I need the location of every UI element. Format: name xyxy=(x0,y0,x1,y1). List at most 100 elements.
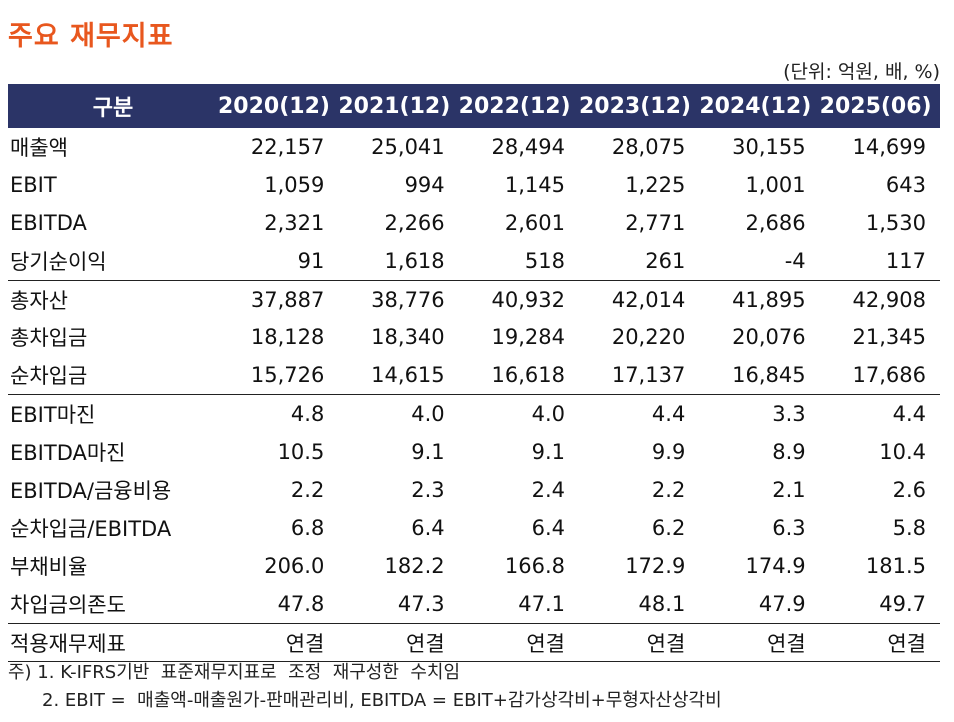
row-label: 차입금의존도 xyxy=(8,584,218,624)
table-cell: 16,845 xyxy=(699,356,820,396)
table-cell: 2,266 xyxy=(384,210,445,235)
table-cell: 174.9 xyxy=(745,553,806,578)
table-cell: -4 xyxy=(699,241,820,281)
header-year: 2023(12) xyxy=(578,84,700,128)
table-cell: 2.1 xyxy=(772,477,806,502)
table-row: EBITDA 2,321 2,266 2,601 2,771 2,686 1,530 xyxy=(8,204,940,242)
table-row: 매출액 22,157 25,041 28,494 28,075 30,155 14,699 xyxy=(8,128,940,166)
table-cell: 18,128 xyxy=(250,325,325,350)
row-label: 부채비율 xyxy=(10,554,88,579)
table-cell: 2.6 xyxy=(892,477,926,502)
header-category: 구분 xyxy=(8,84,218,128)
table-cell: 47.8 xyxy=(218,584,339,624)
table-cell: 15,726 xyxy=(218,356,339,396)
header-year: 2024(12) xyxy=(699,84,820,128)
table-cell: 2.2 xyxy=(290,477,325,502)
table-cell: 643 xyxy=(885,172,926,197)
table-cell: 1,145 xyxy=(504,172,565,197)
table-row: 순차입금 15,726 14,615 16,618 17,137 16,845 17,686 xyxy=(8,356,940,396)
table-row: EBIT 1,059 994 1,145 1,225 1,001 643 xyxy=(8,166,940,204)
row-label: 매출액 xyxy=(10,135,68,160)
table-row: EBITDA마진 10.5 9.1 9.1 9.9 8.9 10.4 xyxy=(8,433,940,471)
table-cell: 20,076 xyxy=(732,325,806,350)
table-cell: 2.4 xyxy=(531,477,565,502)
table-row: 차입금의존도 47.8 47.3 47.1 48.1 47.9 49.7 xyxy=(8,584,940,624)
table-cell: 1,001 xyxy=(745,172,806,197)
page-title: 주요 재무지표 xyxy=(8,21,174,52)
row-label: EBIT마진 xyxy=(10,403,96,428)
table-cell: 6.3 xyxy=(772,515,806,540)
table-cell: 994 xyxy=(404,172,445,197)
table-cell: 14,699 xyxy=(852,134,926,159)
table-cell: 28,075 xyxy=(611,134,686,159)
table-cell: 3.3 xyxy=(772,402,806,427)
row-label: EBITDA마진 xyxy=(10,441,126,466)
row-label: 총자산 xyxy=(10,288,68,313)
row-label: 적용재무제표 xyxy=(8,623,218,663)
table-cell: 10.4 xyxy=(879,440,926,465)
table-cell: 연결 xyxy=(819,623,940,663)
table-cell: 37,887 xyxy=(250,287,325,312)
table-cell: 91 xyxy=(218,241,339,281)
header-year: 2021(12) xyxy=(338,84,459,128)
table-cell: 9.9 xyxy=(651,440,686,465)
row-label: EBITDA xyxy=(10,210,87,235)
table-cell: 1,225 xyxy=(625,172,686,197)
table-cell: 1,530 xyxy=(865,210,926,235)
table-cell: 4.0 xyxy=(531,402,565,427)
table-cell: 4.0 xyxy=(411,402,445,427)
footnotes: 주) 1. K-IFRS기반 표준재무지표로 조정 재구성한 수치임 2. EB… xyxy=(8,659,722,715)
table-cell: 2,321 xyxy=(264,210,325,235)
footnote-2: 2. EBIT = 매출액-매출원가-판매관리비, EBITDA = EBIT+… xyxy=(42,690,722,711)
table-cell: 16,618 xyxy=(458,356,579,396)
table-cell: 518 xyxy=(458,241,579,281)
table-cell: 2,686 xyxy=(745,210,806,235)
table-cell: 5.8 xyxy=(892,515,926,540)
table-cell: 연결 xyxy=(578,623,700,663)
table-cell: 25,041 xyxy=(371,134,445,159)
table-cell: 181.5 xyxy=(865,553,926,578)
row-label: EBIT xyxy=(10,172,57,197)
table-cell: 19,284 xyxy=(491,325,565,350)
table-row: EBITDA/금융비용 2.2 2.3 2.4 2.2 2.1 2.6 xyxy=(8,471,940,509)
table-row: 순차입금/EBITDA 6.8 6.4 6.4 6.2 6.3 5.8 xyxy=(8,509,940,547)
table-cell: 2,771 xyxy=(625,210,686,235)
table-cell: 9.1 xyxy=(531,440,565,465)
table-cell: 38,776 xyxy=(371,287,445,312)
table-cell: 6.4 xyxy=(531,515,565,540)
table-header-row: 구분 2020(12) 2021(12) 2022(12) 2023(12) 2… xyxy=(8,84,940,128)
table-cell: 42,014 xyxy=(611,287,686,312)
unit-label: (단위: 억원, 배, %) xyxy=(783,61,940,83)
table-cell: 18,340 xyxy=(371,325,445,350)
table-cell: 10.5 xyxy=(277,440,325,465)
financial-table: 구분 2020(12) 2021(12) 2022(12) 2023(12) 2… xyxy=(8,84,940,663)
header-year: 2025(06) xyxy=(819,84,940,128)
table-cell: 21,345 xyxy=(852,325,926,350)
row-label: 순차입금/EBITDA xyxy=(10,516,172,541)
table-cell: 6.4 xyxy=(411,515,445,540)
table-cell: 14,615 xyxy=(338,356,459,396)
table-cell: 47.1 xyxy=(458,584,579,624)
row-label: 총차입금 xyxy=(10,326,88,351)
table-cell: 261 xyxy=(578,241,700,281)
row-label: 순차입금 xyxy=(8,356,218,396)
header-year: 2022(12) xyxy=(458,84,579,128)
table-cell: 2.2 xyxy=(651,477,686,502)
table-cell: 30,155 xyxy=(732,134,806,159)
table-cell: 20,220 xyxy=(611,325,686,350)
table-cell: 41,895 xyxy=(732,287,806,312)
table-cell: 47.3 xyxy=(338,584,459,624)
table-cell: 2.3 xyxy=(411,477,445,502)
table-cell: 17,137 xyxy=(578,356,700,396)
table-cell: 6.8 xyxy=(290,515,325,540)
table-cell: 166.8 xyxy=(504,553,565,578)
table-cell: 49.7 xyxy=(819,584,940,624)
table-cell: 117 xyxy=(819,241,940,281)
table-row: EBIT마진 4.8 4.0 4.0 4.4 3.3 4.4 xyxy=(8,395,940,433)
table-cell: 9.1 xyxy=(411,440,445,465)
table-cell: 28,494 xyxy=(491,134,565,159)
table-cell: 22,157 xyxy=(250,134,325,159)
table-row: 당기순이익 91 1,618 518 261 -4 117 xyxy=(8,241,940,281)
header-year: 2020(12) xyxy=(218,84,339,128)
footnote-1: 주) 1. K-IFRS기반 표준재무지표로 조정 재구성한 수치임 xyxy=(8,662,461,683)
